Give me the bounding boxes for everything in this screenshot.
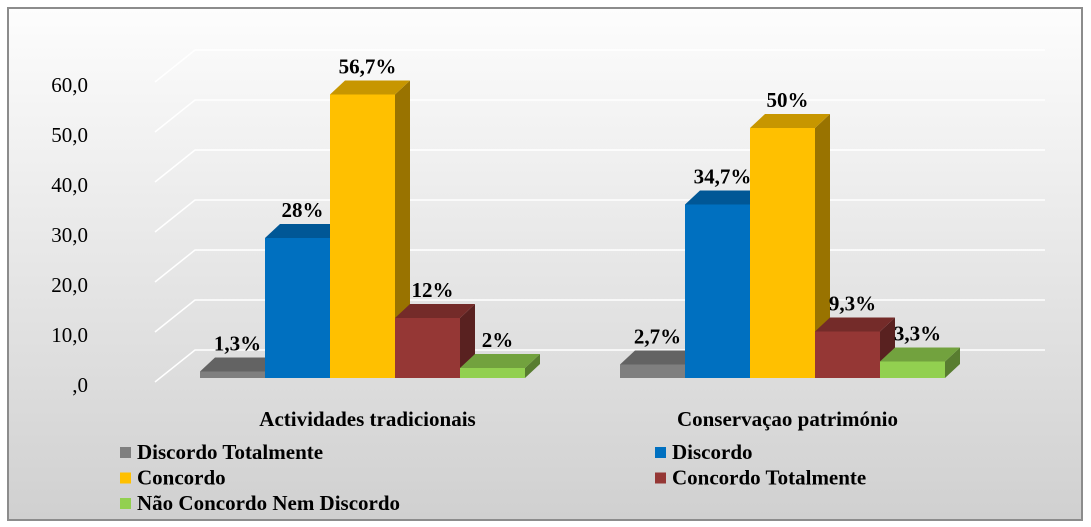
- legend-label: Concordo Totalmente: [672, 465, 866, 489]
- x-tick-label: Actividades tradicionais: [259, 407, 475, 431]
- legend-swatch: [655, 472, 666, 484]
- y-tick-label: 10,0: [51, 323, 88, 347]
- bar: [265, 238, 330, 378]
- bar: [620, 364, 685, 378]
- x-tick-label: Conservaçao património: [677, 407, 898, 431]
- bar: [460, 368, 525, 378]
- bar-top: [460, 354, 540, 368]
- bar-side: [815, 114, 830, 378]
- data-label: 50%: [767, 88, 809, 112]
- bar-side: [525, 354, 540, 378]
- data-label: 56,7%: [339, 54, 397, 78]
- y-tick-label: 60,0: [51, 73, 88, 97]
- bar: [395, 318, 460, 378]
- bar-top: [685, 190, 765, 205]
- legend-label: Discordo Totalmente: [137, 440, 323, 464]
- bar: [750, 128, 815, 378]
- data-label: 9,3%: [829, 291, 876, 315]
- grid-line: [154, 99, 1045, 133]
- data-label: 28%: [282, 198, 324, 222]
- legend-swatch: [120, 472, 131, 484]
- y-tick-label: 20,0: [51, 273, 88, 297]
- data-label: 1,3%: [214, 331, 261, 355]
- bar: [330, 94, 395, 378]
- bar-top: [265, 224, 345, 238]
- bar-top: [880, 347, 960, 362]
- y-tick-label: 40,0: [51, 173, 88, 197]
- bar-top: [395, 304, 475, 318]
- bar-top: [200, 357, 280, 372]
- legend-swatch: [655, 447, 666, 458]
- legend-label: Concordo: [137, 465, 226, 489]
- bar-side: [945, 347, 960, 378]
- bar-top: [330, 80, 410, 95]
- legend-swatch: [120, 498, 131, 509]
- data-label: 2%: [482, 328, 514, 352]
- bar: [200, 371, 265, 378]
- bar-top: [815, 317, 895, 332]
- bar: [815, 331, 880, 378]
- y-tick-label: ,0: [72, 373, 88, 397]
- grid-line: [154, 49, 1045, 83]
- bar-top: [750, 114, 830, 128]
- data-label: 3,3%: [894, 321, 941, 345]
- y-tick-label: 30,0: [51, 223, 88, 247]
- chart-background: [7, 7, 1083, 521]
- y-tick-label: 50,0: [51, 123, 88, 147]
- data-label: 12%: [412, 278, 454, 302]
- data-label: 2,7%: [634, 324, 681, 348]
- legend-label: Não Concordo Nem Discordo: [137, 491, 400, 515]
- bar: [880, 361, 945, 378]
- legend-label: Discordo: [672, 440, 753, 464]
- bar: [685, 204, 750, 378]
- bar-side: [395, 80, 410, 378]
- bar-top: [620, 350, 700, 365]
- data-label: 34,7%: [694, 164, 752, 188]
- legend-swatch: [120, 447, 131, 458]
